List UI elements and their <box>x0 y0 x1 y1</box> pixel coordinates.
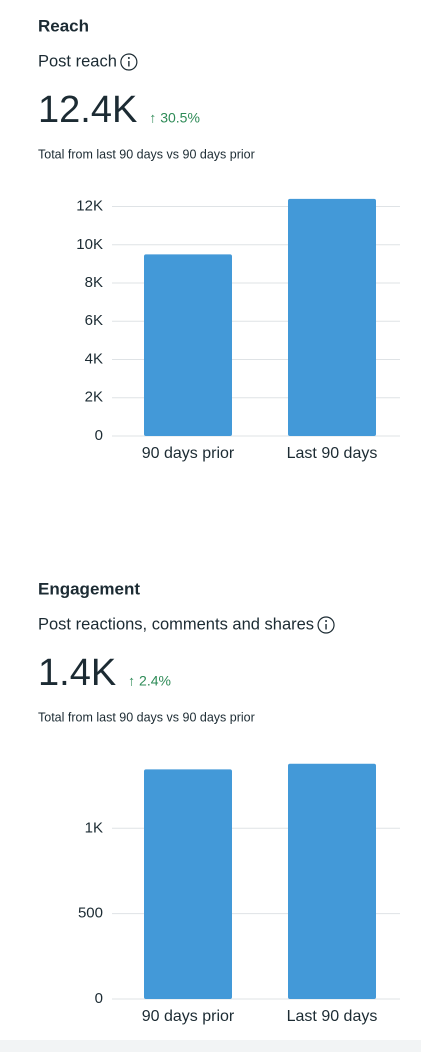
info-dot <box>127 57 130 59</box>
chart-section: Engagement Post reactions, comments and s… <box>38 579 400 1025</box>
bar <box>288 198 376 436</box>
metric-change: ↑ 30.5% <box>149 110 200 126</box>
metric-title: Post reach <box>38 52 117 70</box>
metric-change: ↑ 2.4% <box>128 673 171 689</box>
x-tick-label: 90 days prior <box>142 1008 235 1025</box>
info-dot <box>325 620 328 622</box>
y-tick-label: 500 <box>78 905 103 922</box>
chart-section: Reach Post reach 12.4K ↑ 30.5% Total from la… <box>38 16 400 462</box>
y-tick-label: 0 <box>95 990 103 1007</box>
section-heading: Reach <box>38 16 89 35</box>
info-circle <box>120 53 138 71</box>
y-tick-label: 6K <box>85 312 103 329</box>
metric-value: 1.4K <box>38 652 116 694</box>
y-tick-label: 4K <box>85 350 103 367</box>
bar <box>288 763 376 999</box>
info-icon <box>317 616 335 634</box>
y-tick-label: 0 <box>95 427 103 444</box>
x-tick-label: 90 days prior <box>142 445 235 462</box>
y-tick-label: 2K <box>85 389 103 406</box>
section-heading: Engagement <box>38 579 140 598</box>
info-icon <box>120 53 138 71</box>
bar <box>144 769 232 999</box>
chart-subtitle: Total from last 90 days vs 90 days prior <box>38 147 255 161</box>
y-tick-label: 12K <box>76 198 103 215</box>
x-tick-label: Last 90 days <box>287 445 378 462</box>
y-tick-label: 10K <box>76 236 103 253</box>
metric-value: 12.4K <box>38 89 137 131</box>
y-tick-label: 8K <box>85 274 103 291</box>
bottom-strip <box>0 1040 421 1052</box>
chart-subtitle: Total from last 90 days vs 90 days prior <box>38 710 255 724</box>
bar <box>144 254 232 436</box>
y-tick-label: 1K <box>85 819 103 836</box>
info-circle <box>317 616 335 634</box>
x-tick-label: Last 90 days <box>287 1008 378 1025</box>
metric-title: Post reactions, comments and shares <box>38 615 314 633</box>
